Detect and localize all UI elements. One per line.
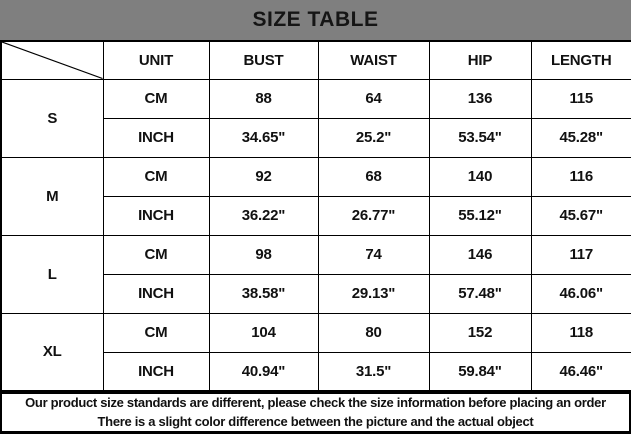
diagonal-slash-line [2, 42, 103, 79]
cell-m-inch-waist: 26.77" [317, 195, 430, 236]
unit-inch-label: INCH [102, 351, 210, 392]
table-row-m-inch: INCH 36.22" 26.77" 55.12" 45.67" [1, 195, 631, 236]
cell-xl-inch-hip: 59.84" [428, 351, 532, 392]
column-header-length: LENGTH [530, 40, 631, 80]
table-row-xl-inch: INCH 40.94" 31.5" 59.84" 46.46" [1, 351, 631, 392]
size-label-s: S [0, 78, 104, 158]
size-label-m: M [0, 156, 104, 236]
cell-xl-cm-waist: 80 [317, 312, 430, 353]
cell-m-cm-waist: 68 [317, 156, 430, 197]
cell-s-inch-length: 45.28" [530, 117, 631, 158]
disclaimer-line-2: There is a slight color difference betwe… [97, 413, 534, 429]
cell-l-cm-bust: 98 [208, 234, 319, 275]
size-table: UNIT BUST WAIST HIP LENGTH S CM 88 64 13… [0, 40, 631, 392]
unit-cm-label: CM [102, 312, 210, 353]
cell-s-inch-bust: 34.65" [208, 117, 319, 158]
cell-m-cm-hip: 140 [428, 156, 532, 197]
cell-xl-cm-length: 118 [530, 312, 631, 353]
cell-xl-inch-waist: 31.5" [317, 351, 430, 392]
title-band: SIZE TABLE [0, 0, 631, 40]
size-label-l: L [0, 234, 104, 314]
cell-l-cm-length: 117 [530, 234, 631, 275]
cell-l-inch-bust: 38.58" [208, 273, 319, 314]
cell-l-inch-waist: 29.13" [317, 273, 430, 314]
column-header-bust: BUST [208, 40, 319, 80]
cell-s-cm-length: 115 [530, 78, 631, 119]
cell-s-cm-waist: 64 [317, 78, 430, 119]
unit-cm-label: CM [102, 234, 210, 275]
cell-xl-inch-bust: 40.94" [208, 351, 319, 392]
cell-m-cm-length: 116 [530, 156, 631, 197]
column-header-hip: HIP [428, 40, 532, 80]
cell-m-inch-length: 45.67" [530, 195, 631, 236]
cell-l-inch-length: 46.06" [530, 273, 631, 314]
cell-m-cm-bust: 92 [208, 156, 319, 197]
cell-l-inch-hip: 57.48" [428, 273, 532, 314]
cell-m-inch-hip: 55.12" [428, 195, 532, 236]
disclaimer-line-1: Our product size standards are different… [25, 394, 606, 410]
size-label-xl: XL [0, 312, 104, 392]
table-row-l-inch: INCH 38.58" 29.13" 57.48" 46.06" [1, 273, 631, 314]
unit-cm-label: CM [102, 78, 210, 119]
unit-inch-label: INCH [102, 117, 210, 158]
unit-cm-label: CM [102, 156, 210, 197]
page-title: SIZE TABLE [252, 8, 379, 31]
cell-s-inch-hip: 53.54" [428, 117, 532, 158]
table-row-s-cm: S CM 88 64 136 115 [0, 78, 631, 158]
cell-xl-cm-bust: 104 [208, 312, 319, 353]
table-row-s-inch: INCH 34.65" 25.2" 53.54" 45.28" [1, 117, 631, 158]
cell-s-cm-hip: 136 [428, 78, 532, 119]
cell-l-cm-hip: 146 [428, 234, 532, 275]
table-row-m-cm: M CM 92 68 140 116 [0, 156, 631, 236]
cell-xl-cm-hip: 152 [428, 312, 532, 353]
unit-inch-label: INCH [102, 195, 210, 236]
column-header-waist: WAIST [317, 40, 430, 80]
diagonal-header-cell [0, 40, 104, 80]
cell-l-cm-waist: 74 [317, 234, 430, 275]
cell-m-inch-bust: 36.22" [208, 195, 319, 236]
table-row-l-cm: L CM 98 74 146 117 [0, 234, 631, 314]
cell-xl-inch-length: 46.46" [530, 351, 631, 392]
cell-s-inch-waist: 25.2" [317, 117, 430, 158]
header-row: UNIT BUST WAIST HIP LENGTH [0, 40, 631, 80]
unit-inch-label: INCH [102, 273, 210, 314]
column-header-unit: UNIT [102, 40, 210, 80]
table-row-xl-cm: XL CM 104 80 152 118 [0, 312, 631, 392]
cell-s-cm-bust: 88 [208, 78, 319, 119]
disclaimer-footer: Our product size standards are different… [0, 392, 631, 434]
